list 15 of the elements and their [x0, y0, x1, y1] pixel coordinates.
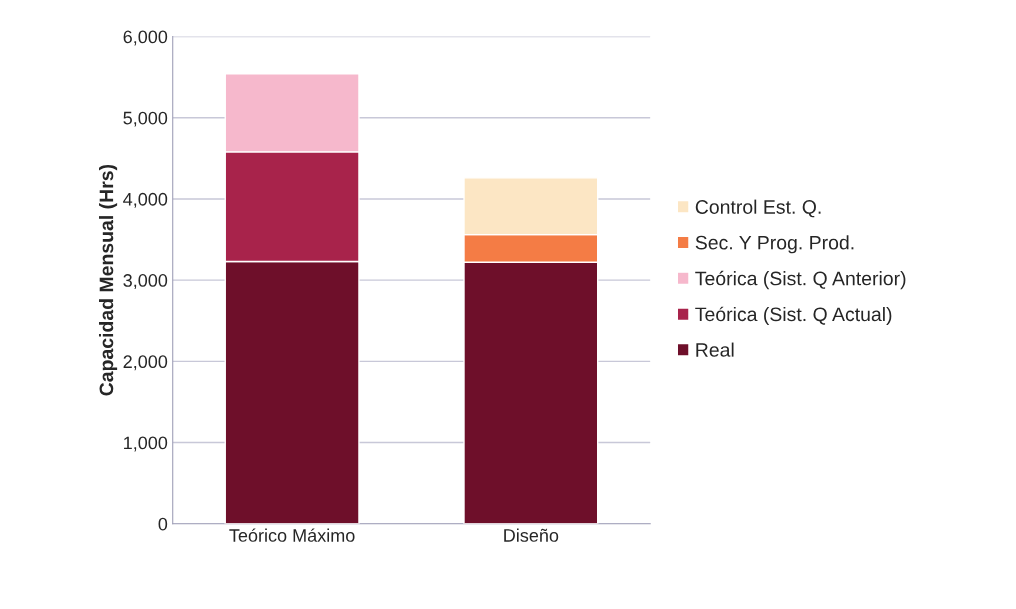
y-tick-label: 4,000 [123, 192, 168, 208]
legend-label: Teórica (Sist. Q Actual) [695, 306, 892, 326]
x-tick-label: Teórico Máximo [229, 528, 355, 542]
legend-label: Control Est. Q. [695, 199, 821, 218]
x-tick-label: Diseño [504, 528, 559, 542]
y-tick-label: 3,000 [123, 274, 168, 289]
y-tick-label: 1,000 [124, 436, 168, 452]
legend-label: Sec. Y Prog. Prod. [695, 235, 854, 254]
y-axis-title: Capacidad Mensual (Hrs) [99, 164, 118, 396]
legend-label: Teórica (Sist. Q Anterior) [695, 270, 906, 290]
y-tick-label: 0 [158, 517, 168, 531]
y-tick-label: 2,000 [123, 355, 168, 371]
legend-label: Real [696, 342, 734, 357]
y-tick-label: 5,000 [123, 111, 168, 127]
y-tick-label: 6,000 [123, 30, 168, 46]
